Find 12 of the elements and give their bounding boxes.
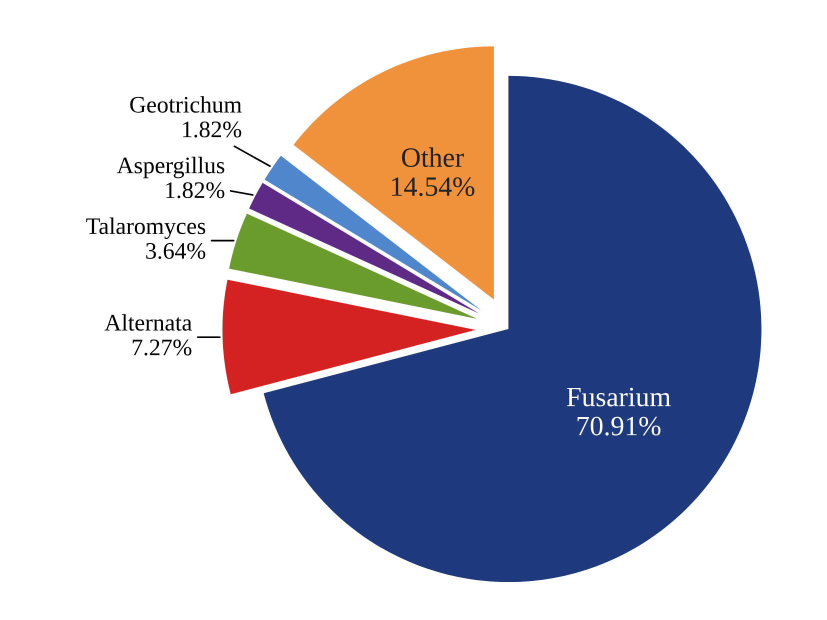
slice-label: Aspergillus	[116, 156, 224, 178]
slice-label: Alternata	[104, 314, 192, 331]
slice-label: Fusarium	[566, 388, 671, 406]
slice-label: Other	[402, 147, 464, 167]
data-label: 14.54%	[392, 177, 474, 196]
data-label: 1.82%	[183, 121, 242, 138]
data-label: 7.27%	[132, 339, 192, 356]
data-label: 1.82%	[166, 182, 224, 198]
slice-label: Talaromyces	[86, 218, 206, 240]
slice-label: Geotrichum	[130, 96, 242, 113]
data-label: 3.64%	[146, 242, 206, 260]
data-label: 70.91%	[578, 416, 660, 436]
